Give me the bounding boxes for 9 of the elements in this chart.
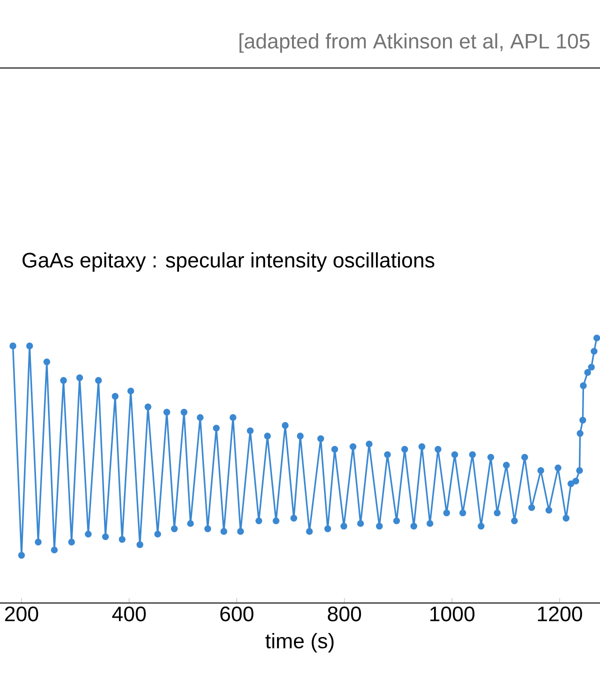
- x-tick-label: 400: [112, 606, 146, 622]
- x-tick-label: 1000: [430, 606, 474, 622]
- x-tick-label: 600: [220, 606, 254, 622]
- x-tick-label: 200: [5, 606, 38, 622]
- text: [adapted from Atkinson et al, APL 105: [240, 33, 590, 53]
- x-axis-title: time (s): [265, 633, 334, 653]
- chart-title: GaAs epitaxy : specular intensity oscillations: [22, 252, 434, 272]
- x-tick-label: 800: [328, 606, 362, 622]
- x-tick-label: 1200: [538, 606, 582, 622]
